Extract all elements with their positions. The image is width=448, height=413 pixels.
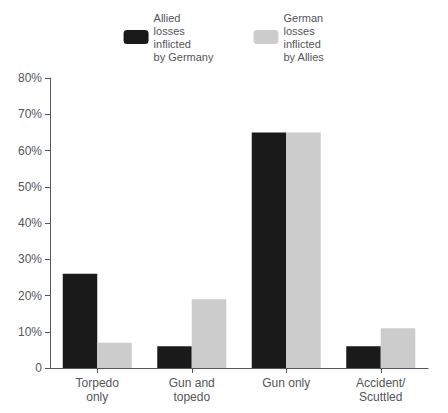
svg-text:60%: 60%	[18, 144, 42, 158]
svg-text:topedo: topedo	[173, 390, 210, 404]
svg-text:80%: 80%	[18, 71, 42, 85]
svg-text:Gun only: Gun only	[262, 376, 310, 390]
svg-text:Accident/: Accident/	[356, 376, 406, 390]
svg-text:inflicted: inflicted	[154, 38, 191, 50]
svg-text:Gun and: Gun and	[169, 376, 215, 390]
svg-text:by Germany: by Germany	[154, 51, 214, 63]
svg-text:losses: losses	[283, 25, 315, 37]
svg-text:40%: 40%	[18, 216, 42, 230]
svg-text:only: only	[86, 390, 108, 404]
svg-text:0: 0	[35, 361, 42, 375]
svg-text:losses: losses	[154, 25, 186, 37]
svg-text:by Allies: by Allies	[283, 51, 324, 63]
svg-text:German: German	[283, 12, 323, 24]
svg-text:70%: 70%	[18, 107, 42, 121]
svg-text:inflicted: inflicted	[283, 38, 320, 50]
svg-text:Allied: Allied	[154, 12, 181, 24]
svg-text:30%: 30%	[18, 252, 42, 266]
svg-text:Torpedo: Torpedo	[76, 376, 120, 390]
svg-text:Scuttled: Scuttled	[359, 390, 402, 404]
svg-text:50%: 50%	[18, 180, 42, 194]
svg-text:10%: 10%	[18, 325, 42, 339]
svg-text:20%: 20%	[18, 289, 42, 303]
